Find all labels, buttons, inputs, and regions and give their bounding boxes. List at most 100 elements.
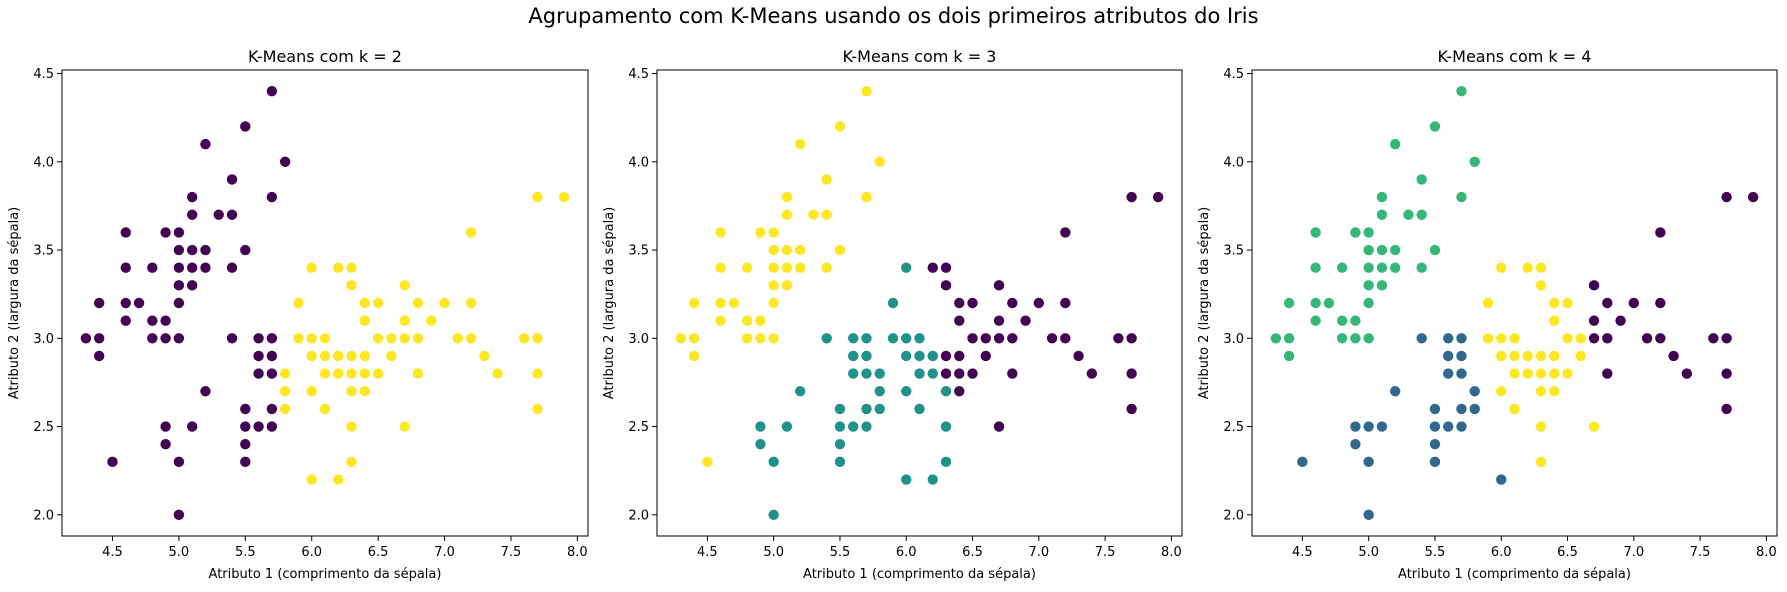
data-point [532,333,543,344]
data-point [412,368,424,379]
x-tick-label: 8.0 [567,545,588,560]
data-point [1336,315,1348,326]
data-point [834,421,846,432]
data-point [1469,386,1480,397]
data-point [1509,403,1520,415]
data-point [675,333,687,344]
data-point [861,85,872,97]
figure-title: Agrupamento com K-Means usando os dois p… [528,4,1259,28]
data-point [1469,403,1480,415]
data-point [1376,280,1388,291]
data-point [1429,456,1441,468]
y-tick-label: 3.0 [33,332,54,347]
data-point [967,368,978,379]
data-point [901,386,912,397]
data-point [1456,421,1467,432]
data-point [914,350,925,362]
data-point [213,209,224,220]
data-point [465,333,477,344]
data-point [399,315,410,326]
data-point [768,456,779,468]
data-point [386,333,397,344]
data-point [173,333,185,344]
data-point [1588,315,1600,326]
data-point [160,227,171,238]
data-point [927,368,938,379]
data-point [781,421,793,432]
data-point [479,350,490,362]
chart-panel-2: 4.5 5.0 5.5 6.0 6.5 7.0 7.5 8.0 2.0 2.5 3.0 3.5 4.0 4… [602,47,1183,582]
data-point [200,386,211,397]
data-point [266,333,278,344]
x-tick-label: 5.0 [763,545,784,560]
data-point [492,368,503,379]
data-point [1350,333,1361,344]
data-point [874,368,885,379]
data-point [186,262,198,273]
y-tick-label: 2.0 [628,508,649,523]
data-point [1376,191,1388,203]
data-point [1007,333,1018,344]
y-tick-label: 4.5 [33,67,54,82]
data-point [319,403,331,415]
data-point [1336,333,1348,344]
data-point [399,421,410,432]
data-point [794,244,806,256]
data-point [1509,350,1520,362]
data-point [1443,350,1454,362]
data-point [226,209,238,220]
data-point [688,350,700,362]
data-point [1363,280,1374,291]
data-point [1350,227,1361,238]
data-point [954,350,965,362]
data-point [253,421,264,432]
x-tick-label: 6.5 [368,545,389,560]
data-point [993,280,1005,291]
data-point [901,350,912,362]
data-point [861,368,872,379]
data-point [940,421,952,432]
data-point [980,350,991,362]
data-point [266,368,278,379]
data-point [359,297,371,309]
x-tick-label: 4.5 [1292,545,1313,560]
data-point [1456,403,1467,415]
data-point [240,439,251,450]
data-point [346,280,357,291]
data-point [1522,350,1533,362]
data-point [1376,262,1388,273]
data-point [319,350,331,362]
data-point [452,333,464,344]
y-axis-label: Atributo 2 (largura da sépala) [602,207,617,400]
y-tick-label: 3.0 [1223,332,1244,347]
data-point [1456,350,1467,362]
data-point [768,297,779,309]
x-tick-label: 7.0 [1623,545,1644,560]
plot-frame [61,69,589,537]
data-point [901,474,912,485]
x-tick-label: 5.5 [830,545,851,560]
data-point [1602,333,1613,344]
data-point [1496,474,1507,485]
data-point [834,456,846,468]
data-point [346,386,357,397]
data-point [80,333,92,344]
data-point [1060,227,1071,238]
data-point [861,421,872,432]
data-point [399,280,410,291]
data-point [768,227,779,238]
data-point [1535,421,1547,432]
x-tick-label: 7.5 [1095,545,1116,560]
data-point [1403,209,1414,220]
data-point [794,386,806,397]
data-point [980,333,991,344]
data-point [1363,297,1374,309]
data-point [240,456,251,468]
data-point [901,333,912,344]
x-tick-label: 5.5 [1425,545,1446,560]
data-point [1655,333,1666,344]
data-point [1549,350,1560,362]
data-point [1602,297,1613,309]
y-tick-label: 3.0 [628,332,649,347]
